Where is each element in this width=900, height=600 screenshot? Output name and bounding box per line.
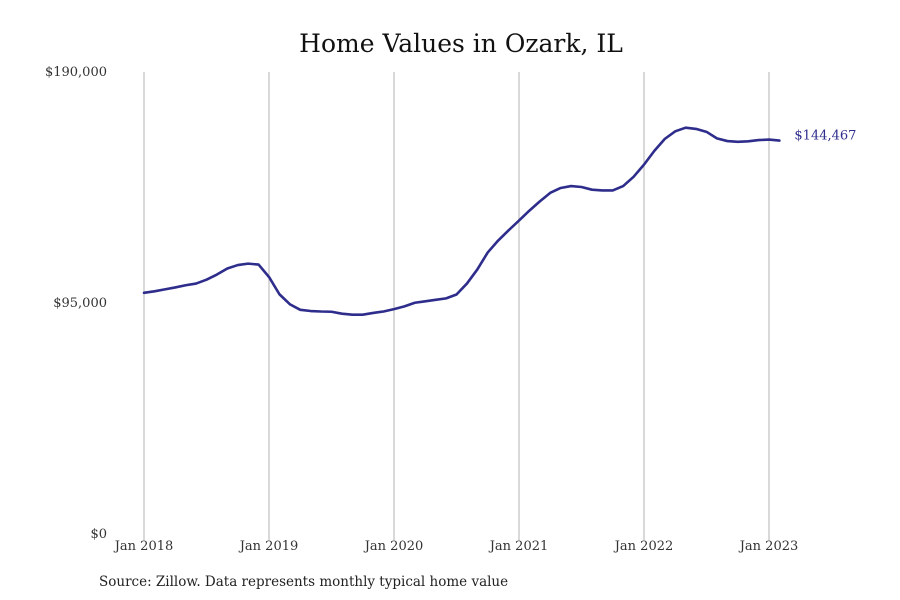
y-tick-label: $190,000 bbox=[45, 65, 107, 80]
gridlines bbox=[143, 72, 770, 540]
x-tick-label: Jan 2019 bbox=[238, 539, 299, 554]
y-axis-tick-labels: $0 $95,000 $190,000 bbox=[45, 65, 107, 542]
home-value-series-line bbox=[142, 126, 781, 316]
x-tick-label: Jan 2021 bbox=[488, 539, 549, 554]
latest-value-label: $144,467 bbox=[794, 129, 856, 144]
source-note: Source: Zillow. Data represents monthly … bbox=[99, 574, 508, 590]
y-tick-label: $0 bbox=[90, 527, 107, 542]
x-axis-tick-labels: Jan 2018 Jan 2019 Jan 2020 Jan 2021 Jan 2022… bbox=[113, 539, 799, 554]
x-tick-label: Jan 2020 bbox=[363, 539, 424, 554]
chart-title: Home Values in Ozark, IL bbox=[299, 29, 623, 58]
x-tick-label: Jan 2023 bbox=[738, 539, 799, 554]
y-tick-label: $95,000 bbox=[53, 296, 107, 311]
x-tick-label: Jan 2022 bbox=[613, 539, 674, 554]
x-tick-label: Jan 2018 bbox=[113, 539, 174, 554]
